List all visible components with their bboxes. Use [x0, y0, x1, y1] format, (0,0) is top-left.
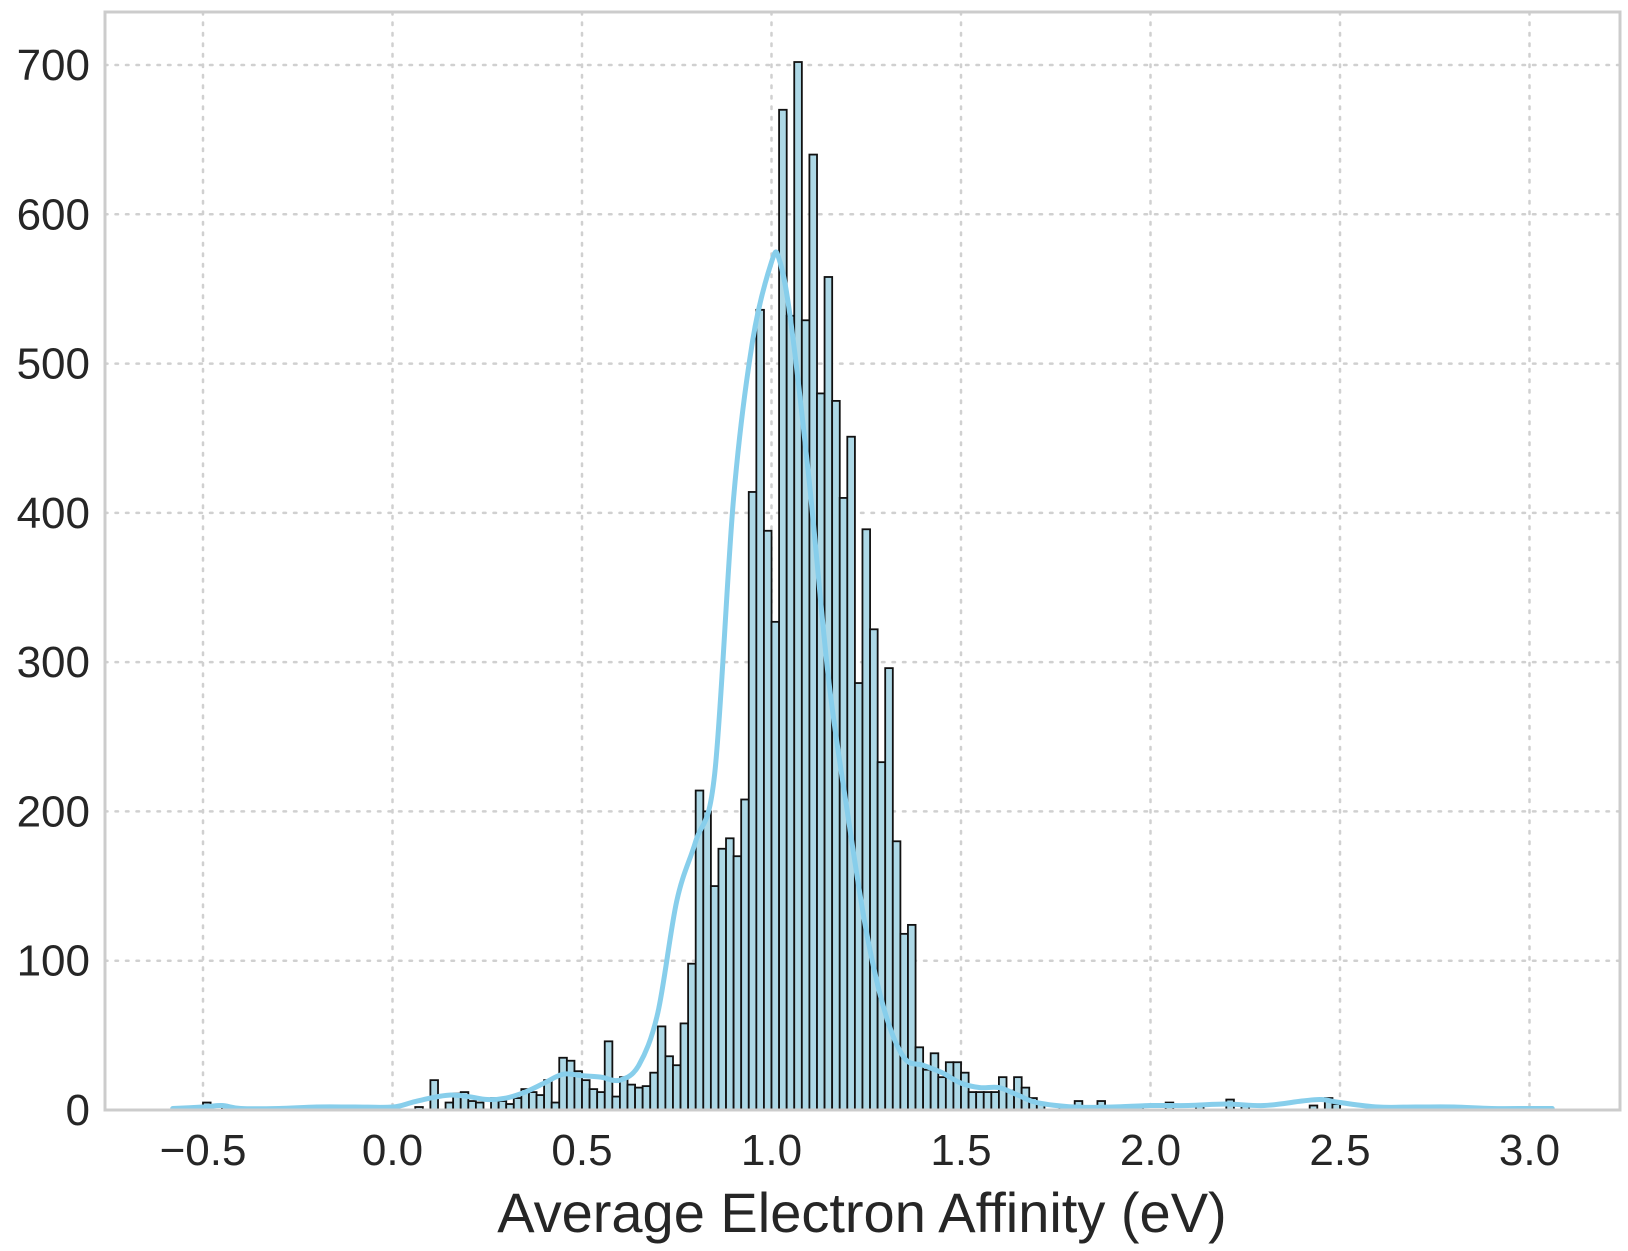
- plot-frame: [103, 10, 1622, 1112]
- y-tick-label: 100: [17, 937, 90, 986]
- histogram-bar: [581, 1079, 591, 1111]
- x-tick-label: 2.0: [1120, 1126, 1181, 1175]
- histogram-bar: [770, 620, 781, 1111]
- histogram-bar: [717, 847, 727, 1111]
- y-tick-label: 300: [17, 638, 90, 687]
- histogram-bar: [793, 61, 803, 1111]
- histogram-bar: [558, 1056, 568, 1111]
- histogram-bar: [732, 855, 743, 1111]
- histogram-bars: [202, 61, 1341, 1111]
- histogram-bar: [907, 923, 917, 1111]
- histogram-bar: [998, 1076, 1008, 1111]
- x-tick-label: 1.0: [741, 1126, 802, 1175]
- histogram-bar: [656, 1025, 667, 1111]
- histogram-bar: [929, 1052, 940, 1111]
- histogram-bar: [846, 435, 856, 1111]
- histogram-bar: [937, 1076, 947, 1111]
- y-gridlines: [103, 63, 1622, 962]
- histogram-bar: [611, 1095, 621, 1111]
- histogram-bar: [679, 1022, 690, 1111]
- histogram-bar: [975, 1091, 985, 1111]
- histogram-bar: [952, 1061, 962, 1111]
- x-tick-label: 2.5: [1309, 1126, 1370, 1175]
- histogram-bar: [565, 1059, 576, 1111]
- histogram-bar: [914, 1046, 925, 1111]
- histogram-bar: [967, 1091, 978, 1111]
- histogram-bar: [876, 761, 887, 1111]
- histogram-bar: [755, 308, 765, 1111]
- histogram-bar: [535, 1094, 546, 1111]
- histogram-bar: [512, 1097, 523, 1111]
- histogram-bar: [884, 667, 894, 1111]
- histogram-bar: [641, 1085, 652, 1111]
- histogram-bar: [588, 1088, 599, 1111]
- histogram-bar: [687, 962, 697, 1111]
- histogram-bar: [982, 1091, 993, 1111]
- histogram-bar: [747, 491, 758, 1111]
- histogram-bar: [861, 528, 871, 1111]
- y-tick-label: 400: [17, 489, 90, 538]
- histogram-bar: [596, 1091, 606, 1111]
- histogram-bar: [672, 1064, 682, 1111]
- histogram-bar: [634, 1086, 644, 1111]
- histogram-bar: [785, 314, 796, 1111]
- y-tick-label: 700: [17, 41, 90, 90]
- histogram-bar: [990, 1091, 1000, 1111]
- x-tick-labels: −0.5 0.0 0.5 1.0 1.5 2.0 2.5 3.0: [160, 1126, 1561, 1175]
- histogram-bar: [528, 1091, 538, 1111]
- y-tick-label: 500: [17, 340, 90, 389]
- histogram-bar: [626, 1083, 636, 1111]
- histogram-bar: [709, 885, 720, 1111]
- histogram-bar: [808, 153, 818, 1111]
- histogram-bar: [944, 1061, 955, 1111]
- histogram-bar: [869, 628, 879, 1111]
- histogram-bar: [899, 932, 909, 1111]
- histogram-bar: [816, 392, 826, 1111]
- y-tick-label: 0: [66, 1086, 90, 1135]
- y-tick-labels: 0 100 200 300 400 500 600 700: [17, 41, 90, 1135]
- histogram-bar: [740, 798, 750, 1111]
- x-tick-label: 0.5: [551, 1126, 612, 1175]
- histogram-bar: [725, 837, 735, 1111]
- histogram-bar: [891, 840, 902, 1111]
- histogram-bar: [603, 1040, 614, 1111]
- histogram-bar: [763, 529, 773, 1111]
- kde-curve: [170, 249, 1555, 1112]
- histogram-bar: [649, 1071, 659, 1111]
- x-tick-label: −0.5: [160, 1126, 247, 1175]
- y-tick-label: 200: [17, 787, 90, 836]
- x-tick-label: 3.0: [1499, 1126, 1560, 1175]
- histogram-bar: [922, 1068, 932, 1111]
- y-tick-label: 600: [17, 190, 90, 239]
- x-tick-label: 1.5: [930, 1126, 991, 1175]
- histogram-bar: [960, 1071, 970, 1111]
- histogram-bar: [664, 1055, 674, 1111]
- x-axis-title: Average Electron Affinity (eV): [497, 1181, 1226, 1244]
- histogram-bar: [702, 810, 712, 1111]
- x-tick-label: 0.0: [362, 1126, 423, 1175]
